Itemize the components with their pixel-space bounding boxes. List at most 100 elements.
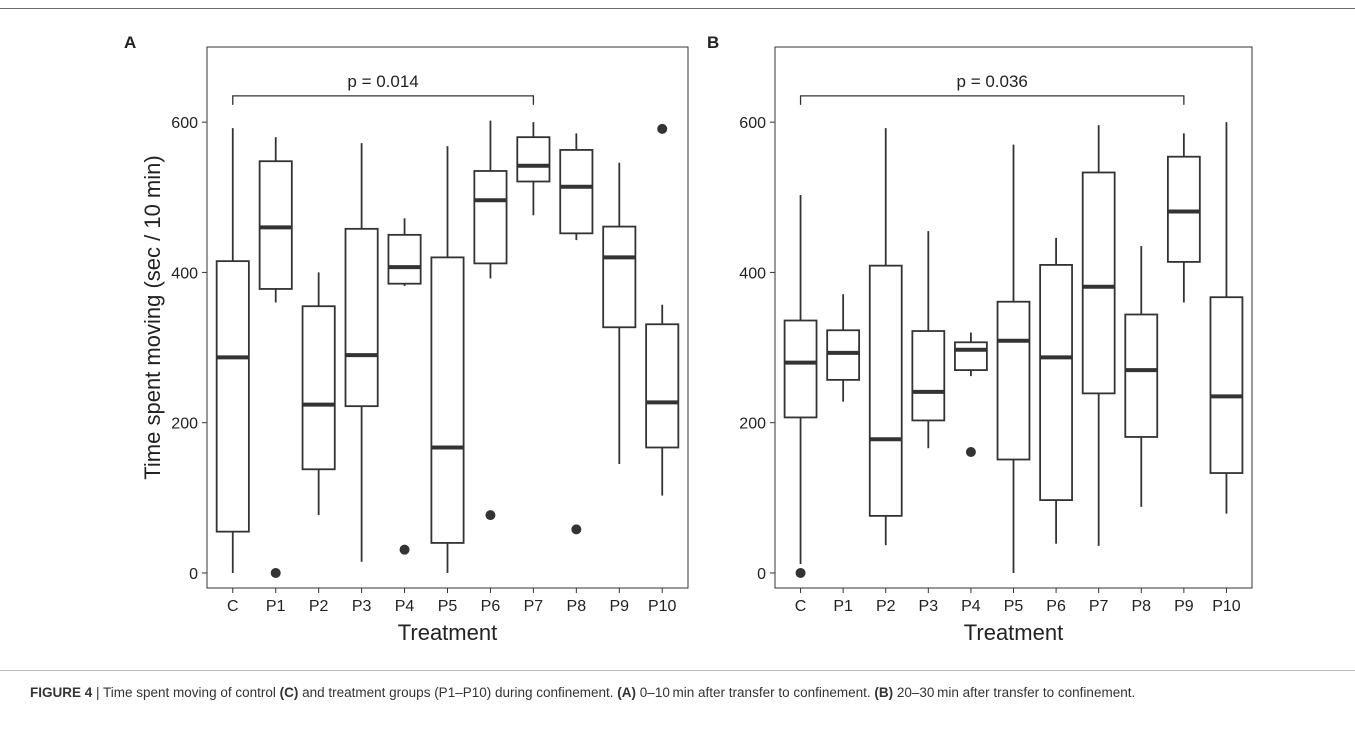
x-tick-label: P1 [833,598,853,615]
y-tick-label: 400 [171,265,198,282]
box [1081,171,1116,395]
outlier-point [399,544,410,555]
caption-part: Time spent moving of control [103,685,280,700]
x-tick-label: P6 [481,598,501,615]
box-group-p9 [1166,133,1201,303]
p-value-label: p = 0.014 [347,72,418,91]
caption-part: (B) [874,685,894,700]
x-tick-label: P7 [1089,598,1109,615]
box-group-p3 [911,231,946,449]
x-axis-title: Treatment [964,620,1063,645]
y-tick-label: 600 [739,115,766,132]
box-group-p3 [344,143,379,562]
outlier-point [270,567,281,578]
x-tick-label: P8 [567,598,587,615]
x-tick-label: P7 [524,598,544,615]
box-group-p2 [301,272,336,516]
frame-top-rule [0,8,1355,9]
box [344,227,379,408]
caption-part: (A) [617,685,637,700]
box [387,233,422,285]
box [602,225,637,329]
x-tick-label: C [227,598,239,615]
outlier-point [571,524,582,535]
significance-bracket [232,95,535,105]
x-tick-label: P10 [1212,598,1241,615]
box [430,256,465,544]
box [868,264,903,517]
box [1124,313,1159,438]
box [911,330,946,422]
x-tick-label: C [795,598,807,615]
box-group-p1 [826,294,861,402]
x-tick-label: P3 [919,598,939,615]
x-tick-label: P8 [1131,598,1151,615]
panel-label: B [707,33,719,52]
x-tick-label: P4 [961,598,981,615]
y-tick-label: 200 [739,416,766,433]
box [1209,296,1244,474]
x-tick-label: P1 [266,598,286,615]
y-tick-label: 200 [171,416,198,433]
figure-caption: FIGURE 4 | Time spent moving of control … [30,682,1330,704]
panel-a: A 0 200 400 600 C P1 P2 P3 P4 P5 P6 P7 P8 P9 P10 Treatme… [124,33,689,645]
caption-part: (C) [279,685,299,700]
box [215,260,250,533]
x-tick-label: P5 [438,598,458,615]
x-tick-label: P10 [648,598,677,615]
y-tick-label: 600 [171,115,198,132]
box-group-p7 [516,122,551,216]
box-group-p1 [258,137,293,578]
caption-separator: | [92,685,104,700]
y-tick-label: 0 [757,566,766,583]
box [1166,155,1201,263]
box-group-p4 [954,332,988,457]
x-tick-label: P6 [1046,598,1066,615]
box-group-p8 [1124,246,1159,507]
box [516,136,551,183]
caption-text: Time spent moving of control (C) and tre… [103,685,1135,700]
box-group-p6 [473,120,508,521]
box-group-c [215,128,250,573]
box-group-p2 [868,128,903,546]
caption-figure-label: FIGURE 4 [30,685,93,700]
box [996,300,1031,461]
outlier-point [657,123,668,134]
box-group-p7 [1081,125,1116,546]
box [1039,264,1073,501]
panel-label: A [124,33,136,52]
caption-part: 0–10 min after transfer to confinement. [636,685,875,700]
x-tick-label: P2 [876,598,896,615]
x-tick-label: P3 [352,598,372,615]
box [826,329,861,381]
y-axis-title: Time spent moving (sec / 10 min) [140,155,165,479]
box-group-p8 [559,133,594,535]
box-group-p4 [387,218,422,555]
box-group-p10 [645,123,680,496]
box-group-p5 [430,146,465,573]
box-group-p9 [602,162,637,465]
box-group-c [783,195,818,578]
caption-separator-rule [0,670,1355,671]
box [473,170,508,265]
outlier-point [965,446,976,457]
outlier-point [485,510,496,521]
box [954,341,988,371]
x-tick-label: P9 [1174,598,1194,615]
y-tick-label: 400 [739,265,766,282]
panel-b: B 0 200 400 600 C P1 P2 P3 P4 P5 P6 P7 P8 P9 P10 Treatme… [707,33,1253,645]
p-value-label: p = 0.036 [957,72,1028,91]
caption-part: and treatment groups (P1–P10) during con… [298,685,618,700]
box [559,149,594,235]
box [783,319,818,419]
x-tick-label: P4 [395,598,415,615]
x-tick-label: P5 [1004,598,1024,615]
box [645,323,680,449]
y-tick-label: 0 [189,566,198,583]
significance-bracket [799,95,1185,105]
outlier-point [795,567,806,578]
x-axis-title: Treatment [398,620,497,645]
box [301,305,336,471]
